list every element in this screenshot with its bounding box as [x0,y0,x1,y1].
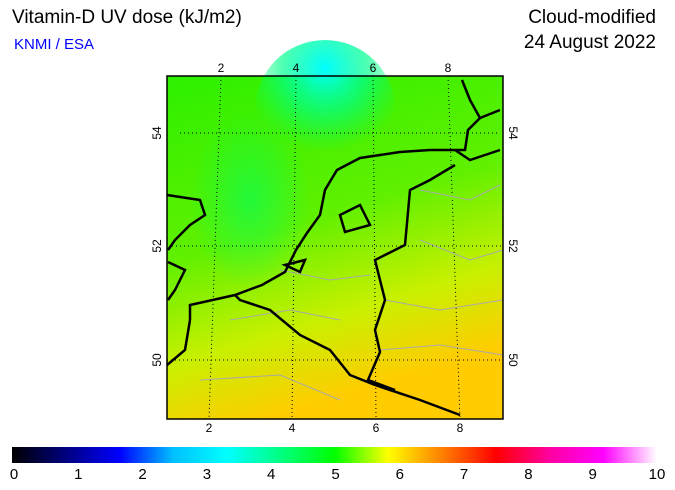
lon-tick-bottom: 4 [289,421,296,435]
colorbar [12,447,657,463]
lat-tick-right: 52 [506,239,520,253]
colorbar-label: 2 [138,466,147,483]
date-label: 24 August 2022 [523,32,656,53]
colorbar-label: 5 [331,466,340,483]
lon-tick-bottom: 6 [373,421,380,435]
lat-tick-right: 50 [506,353,520,367]
colorbar-label: 10 [648,466,666,483]
colorbar-label: 7 [459,466,469,483]
lon-tick-bottom: 2 [206,421,213,435]
colorbar-label: 6 [395,466,404,483]
coastline [166,79,501,417]
colorbar-label: 8 [524,466,533,483]
map-frame [166,75,504,420]
colorbar-label: 3 [202,466,212,483]
colorbar-label: 4 [267,466,276,483]
credit-label: KNMI / ESA [14,36,95,53]
map-field [167,40,503,419]
lat-tick-right: 54 [506,126,520,140]
lon-tick-bottom: 8 [457,421,464,435]
lat-tick-left: 54 [150,126,164,140]
map-title: Vitamin-D UV dose (kJ/m2) [12,7,242,28]
uv-dose-map: 2 4 6 8 2 4 6 8 54 52 50 54 52 50 [150,40,520,435]
colorbar-label: 9 [588,466,597,483]
lon-tick-top: 8 [445,61,452,75]
colorbar-label: 1 [74,466,83,483]
graticule [167,75,503,420]
mode-label: Cloud-modified [528,7,656,28]
lon-tick-top: 2 [218,61,225,75]
lat-tick-left: 50 [150,353,164,367]
colorbar-label: 0 [9,466,19,483]
lon-tick-top: 6 [370,61,377,75]
lon-tick-top: 4 [293,61,300,75]
borders [199,184,504,401]
lat-tick-left: 52 [150,239,164,253]
